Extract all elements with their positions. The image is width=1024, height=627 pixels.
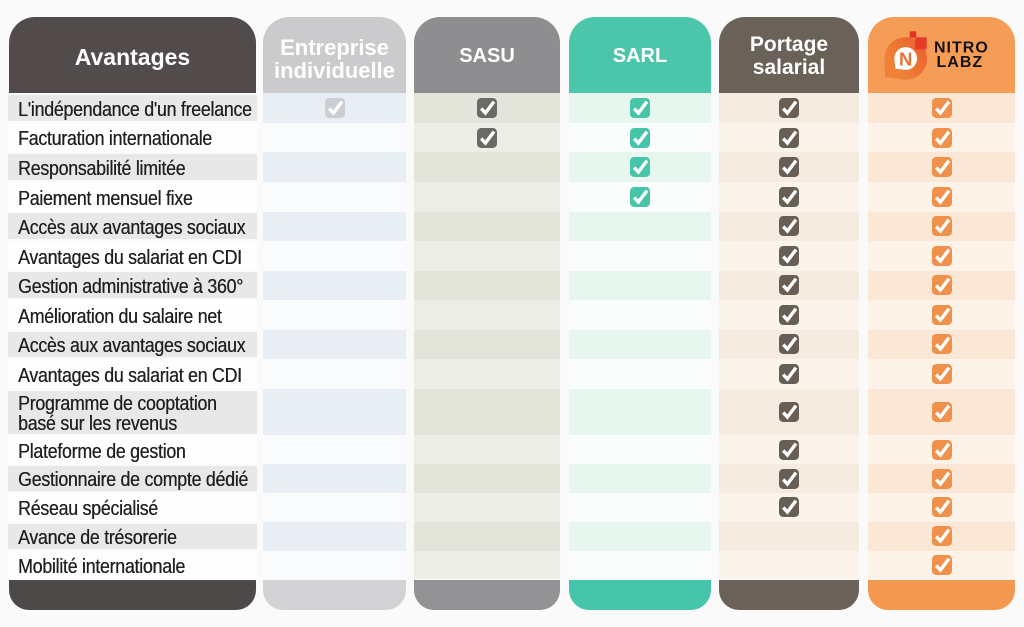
svg-text:N: N (899, 48, 912, 69)
svg-text:NITRO: NITRO (934, 39, 989, 56)
svg-text:LABZ: LABZ (937, 54, 984, 71)
